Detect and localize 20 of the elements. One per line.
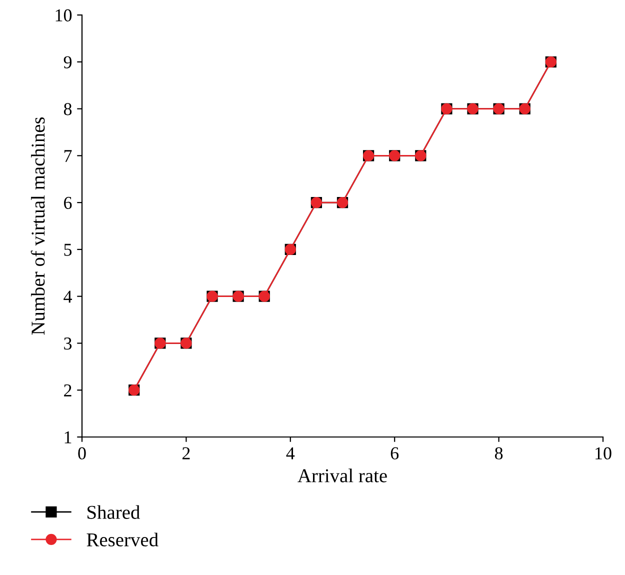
legend-label: Reserved bbox=[86, 532, 158, 546]
x-tick-label: 6 bbox=[390, 447, 399, 460]
y-tick-label: 10 bbox=[56, 9, 72, 22]
y-tick-label: 1 bbox=[64, 431, 72, 444]
y-tick-label: 3 bbox=[64, 338, 72, 350]
legend-label: Shared bbox=[88, 505, 140, 519]
x-tick-label: 0 bbox=[78, 447, 86, 460]
y-axis-title: Number of virtual machines bbox=[30, 117, 45, 335]
x-tick-label: 4 bbox=[286, 447, 295, 460]
y-tick-label: 2 bbox=[64, 384, 72, 396]
y-tick-label: 9 bbox=[64, 56, 72, 68]
x-tick-label: 2 bbox=[182, 447, 190, 460]
y-tick-label: 5 bbox=[64, 244, 72, 256]
y-tick-label: 8 bbox=[64, 103, 72, 116]
x-tick-label: 8 bbox=[494, 447, 503, 460]
y-tick-label: 7 bbox=[64, 150, 72, 162]
y-tick-label: 6 bbox=[64, 196, 72, 209]
y-tick-label: 4 bbox=[64, 290, 72, 303]
x-axis-title: Arrival rate bbox=[298, 468, 387, 482]
x-tick-label: 10 bbox=[596, 447, 612, 460]
